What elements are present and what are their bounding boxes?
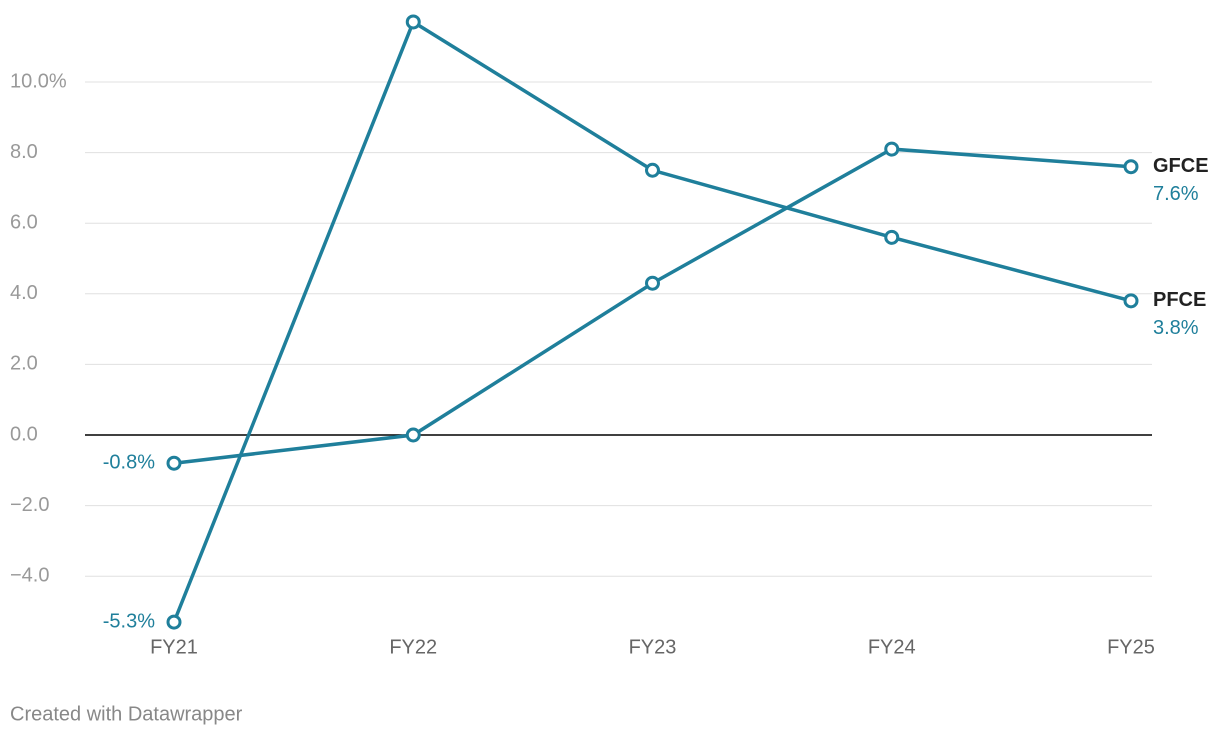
series-name: PFCE xyxy=(1153,289,1206,311)
marker xyxy=(884,229,900,245)
value-label: 3.8% xyxy=(1153,317,1199,339)
line xyxy=(173,147,1132,465)
marker xyxy=(166,455,182,471)
y-tick-label: 10.0% xyxy=(10,70,67,92)
x-tick-label: FY23 xyxy=(629,636,677,658)
x-tick-label: FY24 xyxy=(868,636,916,658)
x-tick-label: FY21 xyxy=(150,636,198,658)
value-label: -5.3% xyxy=(103,610,155,632)
marker xyxy=(405,427,421,443)
footer: Created with Datawrapper xyxy=(10,703,243,725)
y-tick-label: −4.0 xyxy=(10,564,49,586)
y-tick-label: 4.0 xyxy=(10,282,38,304)
value-label: -0.8% xyxy=(103,452,155,474)
series-name: GFCE xyxy=(1153,155,1209,177)
x-tick-label: FY22 xyxy=(389,636,437,658)
line xyxy=(172,19,1132,623)
y-tick-label: 8.0 xyxy=(10,141,38,163)
y-tick-label: −2.0 xyxy=(10,494,49,516)
marker xyxy=(166,614,182,630)
x-tick-label: FY25 xyxy=(1107,636,1155,658)
y-tick-label: 6.0 xyxy=(10,211,38,233)
marker xyxy=(1123,159,1139,175)
marker xyxy=(405,14,421,30)
y-tick-label: 2.0 xyxy=(10,353,38,375)
y-tick-label: 0.0 xyxy=(10,423,38,445)
marker xyxy=(1123,293,1139,309)
marker xyxy=(645,275,660,291)
marker xyxy=(645,162,660,178)
value-label: 7.6% xyxy=(1153,183,1199,205)
marker xyxy=(884,141,900,157)
